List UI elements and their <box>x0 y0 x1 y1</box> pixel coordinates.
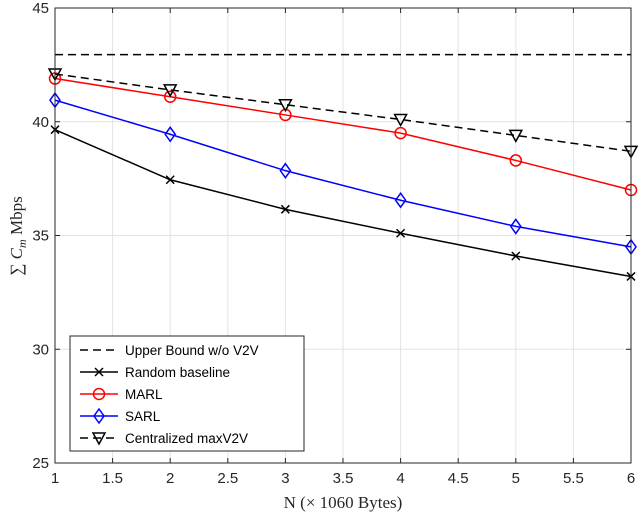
x-tick-label: 3 <box>281 470 289 487</box>
series-line <box>54 99 632 248</box>
x-tick-label: 4.5 <box>448 470 469 487</box>
x-tick-label: 5 <box>512 470 520 487</box>
legend-marker <box>93 407 105 425</box>
legend: Upper Bound w/o V2V Random baseline MARL SA… <box>69 335 305 452</box>
x-axis-label: N (× 1060 Bytes) <box>284 493 403 512</box>
data-point <box>278 98 293 113</box>
data-point <box>279 162 292 179</box>
data-point <box>163 90 177 103</box>
data-point <box>280 204 290 214</box>
data-point <box>508 129 524 143</box>
y-tick-label: 45 <box>32 0 49 17</box>
legend-item-2: MARL <box>80 387 163 402</box>
legend-marker <box>94 367 104 377</box>
data-point <box>394 191 407 209</box>
y-tick-label: 40 <box>32 114 49 131</box>
y-tick-label: 30 <box>32 341 49 358</box>
y-axis-label-sub: m <box>15 239 29 248</box>
x-tick-label: 2.5 <box>217 470 238 487</box>
y-axis-label: ∑ Cm Mbps <box>7 196 29 275</box>
series-1 <box>50 125 636 281</box>
legend-label: Centralized maxV2V <box>125 431 248 446</box>
series-4 <box>47 68 639 159</box>
data-point <box>509 154 523 167</box>
data-point <box>511 251 521 261</box>
x-tick-label: 4 <box>396 470 404 487</box>
legend-label: Upper Bound w/o V2V <box>125 343 259 358</box>
data-point <box>393 113 408 128</box>
data-point <box>162 84 178 98</box>
x-tick-label: 2 <box>166 470 174 487</box>
y-axis-label-unit: Mbps <box>7 196 26 239</box>
x-tick-label: 5.5 <box>563 470 584 487</box>
legend-item-4: Centralized maxV2V <box>80 431 248 446</box>
y-tick-label: 25 <box>32 455 49 472</box>
legend-item-3: SARL <box>80 407 161 425</box>
x-tick-label: 6 <box>627 470 635 487</box>
legend-item-1: Random baseline <box>80 365 230 380</box>
data-point <box>394 126 407 140</box>
series-3 <box>49 91 637 256</box>
series-layer <box>47 53 639 281</box>
legend-label: MARL <box>125 387 163 402</box>
legend-marker <box>91 432 107 446</box>
data-point <box>396 228 406 238</box>
legend-item-0: Upper Bound w/o V2V <box>80 343 259 358</box>
data-point <box>165 175 175 185</box>
x-tick-label: 1.5 <box>102 470 123 487</box>
legend-label: Random baseline <box>125 365 230 380</box>
x-tick-label: 3.5 <box>333 470 354 487</box>
series-line <box>54 129 632 278</box>
legend-label: SARL <box>125 409 161 424</box>
data-point <box>509 218 522 235</box>
y-axis-label-main: ∑ C <box>7 247 26 275</box>
data-point <box>164 125 177 143</box>
x-tick-label: 1 <box>51 470 59 487</box>
legend-marker <box>92 387 106 401</box>
y-tick-label: 35 <box>32 228 49 245</box>
series-line <box>54 77 632 191</box>
series-line <box>54 73 632 153</box>
ticks: 1 1.5 2 2.5 3 3.5 4 4.5 5 5.5 6 25 30 35 40 45 <box>32 0 635 487</box>
